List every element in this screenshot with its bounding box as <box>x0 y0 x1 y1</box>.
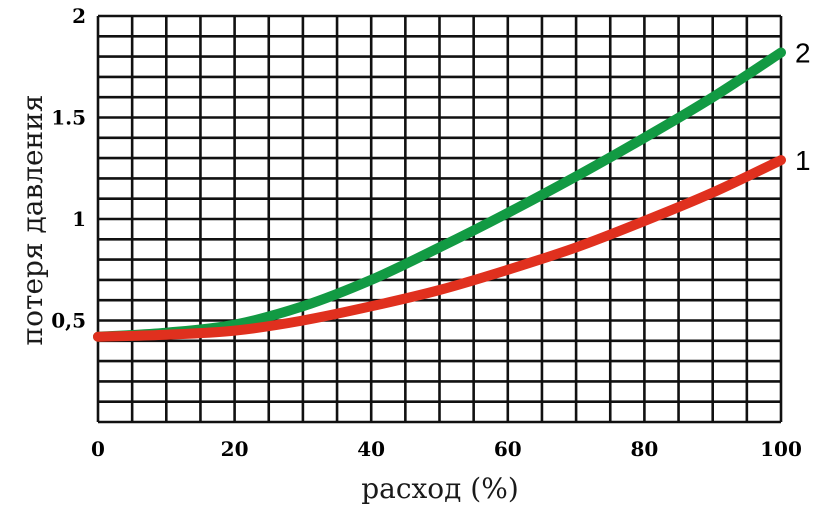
y-tick-label: 0,5 <box>51 309 86 333</box>
x-tick-label: 60 <box>494 437 522 461</box>
chart-grid <box>96 14 783 424</box>
y-tick-label: 1.5 <box>51 106 86 130</box>
x-tick-label: 100 <box>760 437 802 461</box>
chart-tick-labels: 0 20 40 60 80 100 0,5 1 1.5 2 <box>51 4 802 461</box>
chart-series-group: 21 <box>93 38 811 342</box>
series-label-1: 1 <box>795 145 811 176</box>
x-axis-title: расход (%) <box>361 472 519 505</box>
y-tick-label: 1 <box>72 207 86 231</box>
x-tick-label: 40 <box>357 437 385 461</box>
x-tick-label: 0 <box>91 437 105 461</box>
y-axis-title: потеря давления <box>16 94 49 345</box>
series-line-1 <box>93 155 786 342</box>
y-tick-label: 2 <box>72 4 86 28</box>
series-label-2: 2 <box>795 38 811 69</box>
x-tick-label: 80 <box>630 437 658 461</box>
x-tick-label: 20 <box>221 437 249 461</box>
